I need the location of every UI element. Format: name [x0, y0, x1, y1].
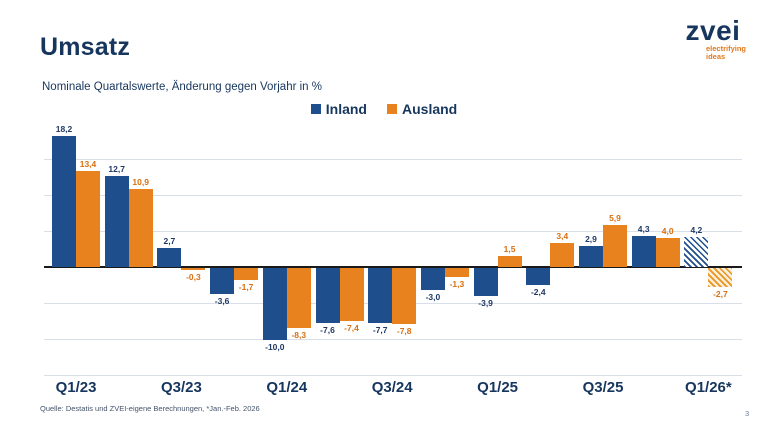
legend-swatch-inland [310, 104, 321, 114]
bar-inland-Q2/23 [104, 175, 129, 267]
chart-legend: Inland Ausland [0, 101, 768, 117]
bar-ausland-Q3/25 [603, 224, 627, 267]
value-label-inland-Q1/25: -3,9 [478, 298, 493, 309]
page-number: 3 [745, 409, 750, 418]
legend-swatch-ausland [387, 104, 397, 114]
bar-inland-Q4/23 [210, 268, 235, 294]
value-label-ausland-Q4/23: -1,7 [238, 282, 254, 293]
x-tick-Q3/24: Q3/24 [371, 379, 413, 396]
page-title: Umsatz [40, 33, 131, 61]
value-label-inland-Q2/25: -2,4 [530, 287, 546, 298]
x-tick-Q3/25: Q3/25 [582, 379, 624, 396]
bar-inland-Q3/24 [368, 268, 393, 324]
value-label-inland-Q1/23: 18,2 [55, 123, 73, 134]
value-label-inland-Q4/25: 4,3 [637, 224, 650, 235]
x-tick-Q1/25: Q1/25 [477, 379, 519, 396]
x-axis-labels: Q1/23 Q3/23 Q1/24 Q3/24 Q1/25 Q3/25 Q1/26* [40, 379, 746, 399]
value-label-inland-Q3/24: -7,7 [372, 325, 388, 336]
bar-ausland-Q3/24 [392, 268, 417, 325]
zvei-logo-tagline-line1: electrifying [706, 44, 747, 53]
legend-label-ausland: Ausland [402, 101, 458, 117]
legend-item-ausland: Ausland [387, 101, 457, 117]
chart-subtitle: Nominale Quartalswerte, Änderung gegen V… [42, 81, 322, 93]
gridline-5 [44, 231, 742, 232]
bar-ausland-Q3/23 [181, 268, 206, 271]
bar-ausland-Q1/26* [708, 268, 733, 288]
value-label-ausland-Q2/23: 10,9 [132, 176, 149, 187]
gridline-10 [44, 195, 742, 196]
bar-inland-Q1/25 [473, 268, 498, 297]
value-label-ausland-Q3/23: -0,3 [186, 272, 201, 283]
value-label-ausland-Q1/24: -8,3 [291, 329, 307, 340]
value-label-ausland-Q1/25: 1,5 [503, 244, 516, 255]
legend-item-inland: Inland [310, 101, 367, 117]
value-label-inland-Q1/26*: 4,2 [690, 224, 703, 235]
value-label-inland-Q2/24: -7,6 [320, 324, 335, 335]
bar-inland-Q1/26* [684, 236, 709, 267]
bar-ausland-Q1/23 [76, 170, 100, 267]
value-label-ausland-Q3/25: 5,9 [609, 212, 621, 223]
bar-ausland-Q4/23 [234, 268, 259, 281]
value-label-inland-Q3/25: 2,9 [585, 234, 597, 245]
x-tick-Q1/24: Q1/24 [266, 379, 308, 396]
chart-plot: 18,2 13,4 12,7 10,9 2,7 -0,3 -3,6 -1,7 -10,0 -8,3… [40, 120, 746, 378]
bar-ausland-Q2/23 [128, 188, 153, 267]
bar-ausland-Q4/24 [444, 268, 469, 278]
zvei-logo-wordmark: zvei [685, 15, 741, 46]
x-tick-Q3/23: Q3/23 [160, 379, 202, 396]
legend-label-inland: Inland [325, 101, 367, 117]
value-label-inland-Q2/23: 12,7 [108, 163, 125, 174]
bar-ausland-Q4/25 [655, 238, 680, 267]
value-label-ausland-Q4/25: 4,0 [661, 226, 674, 237]
x-tick-Q1/23: Q1/23 [55, 379, 97, 396]
value-label-ausland-Q1/23: 13,4 [79, 158, 97, 169]
gridline-15 [44, 159, 742, 160]
bar-inland-Q2/24 [315, 268, 340, 323]
zvei-logo: zvei electrifying ideas [668, 15, 758, 61]
source-note: Quelle: Destatis und ZVEI-eigene Berechn… [40, 404, 260, 413]
bar-ausland-Q2/24 [339, 268, 364, 322]
bar-ausland-Q1/24 [286, 268, 311, 328]
zvei-logo-tagline-line2: ideas [706, 52, 726, 61]
gridline--15 [44, 375, 742, 376]
bar-inland-Q4/25 [631, 236, 656, 267]
bar-inland-Q4/24 [420, 268, 445, 290]
bar-inland-Q3/25 [579, 246, 603, 267]
value-label-ausland-Q1/26*: -2,7 [713, 289, 728, 300]
x-axis-zero-line [44, 266, 742, 268]
bar-inland-Q1/23 [52, 135, 76, 267]
bar-inland-Q1/24 [262, 268, 287, 340]
bar-ausland-Q2/25 [550, 242, 575, 267]
x-tick-Q1/26*: Q1/26* [685, 379, 732, 396]
bar-inland-Q2/25 [526, 268, 551, 286]
value-label-inland-Q4/23: -3,6 [214, 295, 230, 306]
value-label-ausland-Q3/24: -7,8 [396, 326, 412, 337]
value-label-ausland-Q4/24: -1,3 [449, 279, 465, 290]
value-label-ausland-Q2/25: 3,4 [556, 230, 569, 241]
zvei-logo-tagline: electrifying ideas [706, 45, 758, 61]
value-label-inland-Q3/23: 2,7 [163, 235, 176, 246]
value-label-inland-Q4/24: -3,0 [425, 291, 441, 302]
value-label-inland-Q1/24: -10,0 [265, 342, 285, 352]
gridline--10 [44, 339, 742, 340]
bar-inland-Q3/23 [157, 247, 182, 267]
bar-ausland-Q1/25 [497, 256, 522, 267]
value-label-ausland-Q2/24: -7,4 [344, 323, 359, 334]
